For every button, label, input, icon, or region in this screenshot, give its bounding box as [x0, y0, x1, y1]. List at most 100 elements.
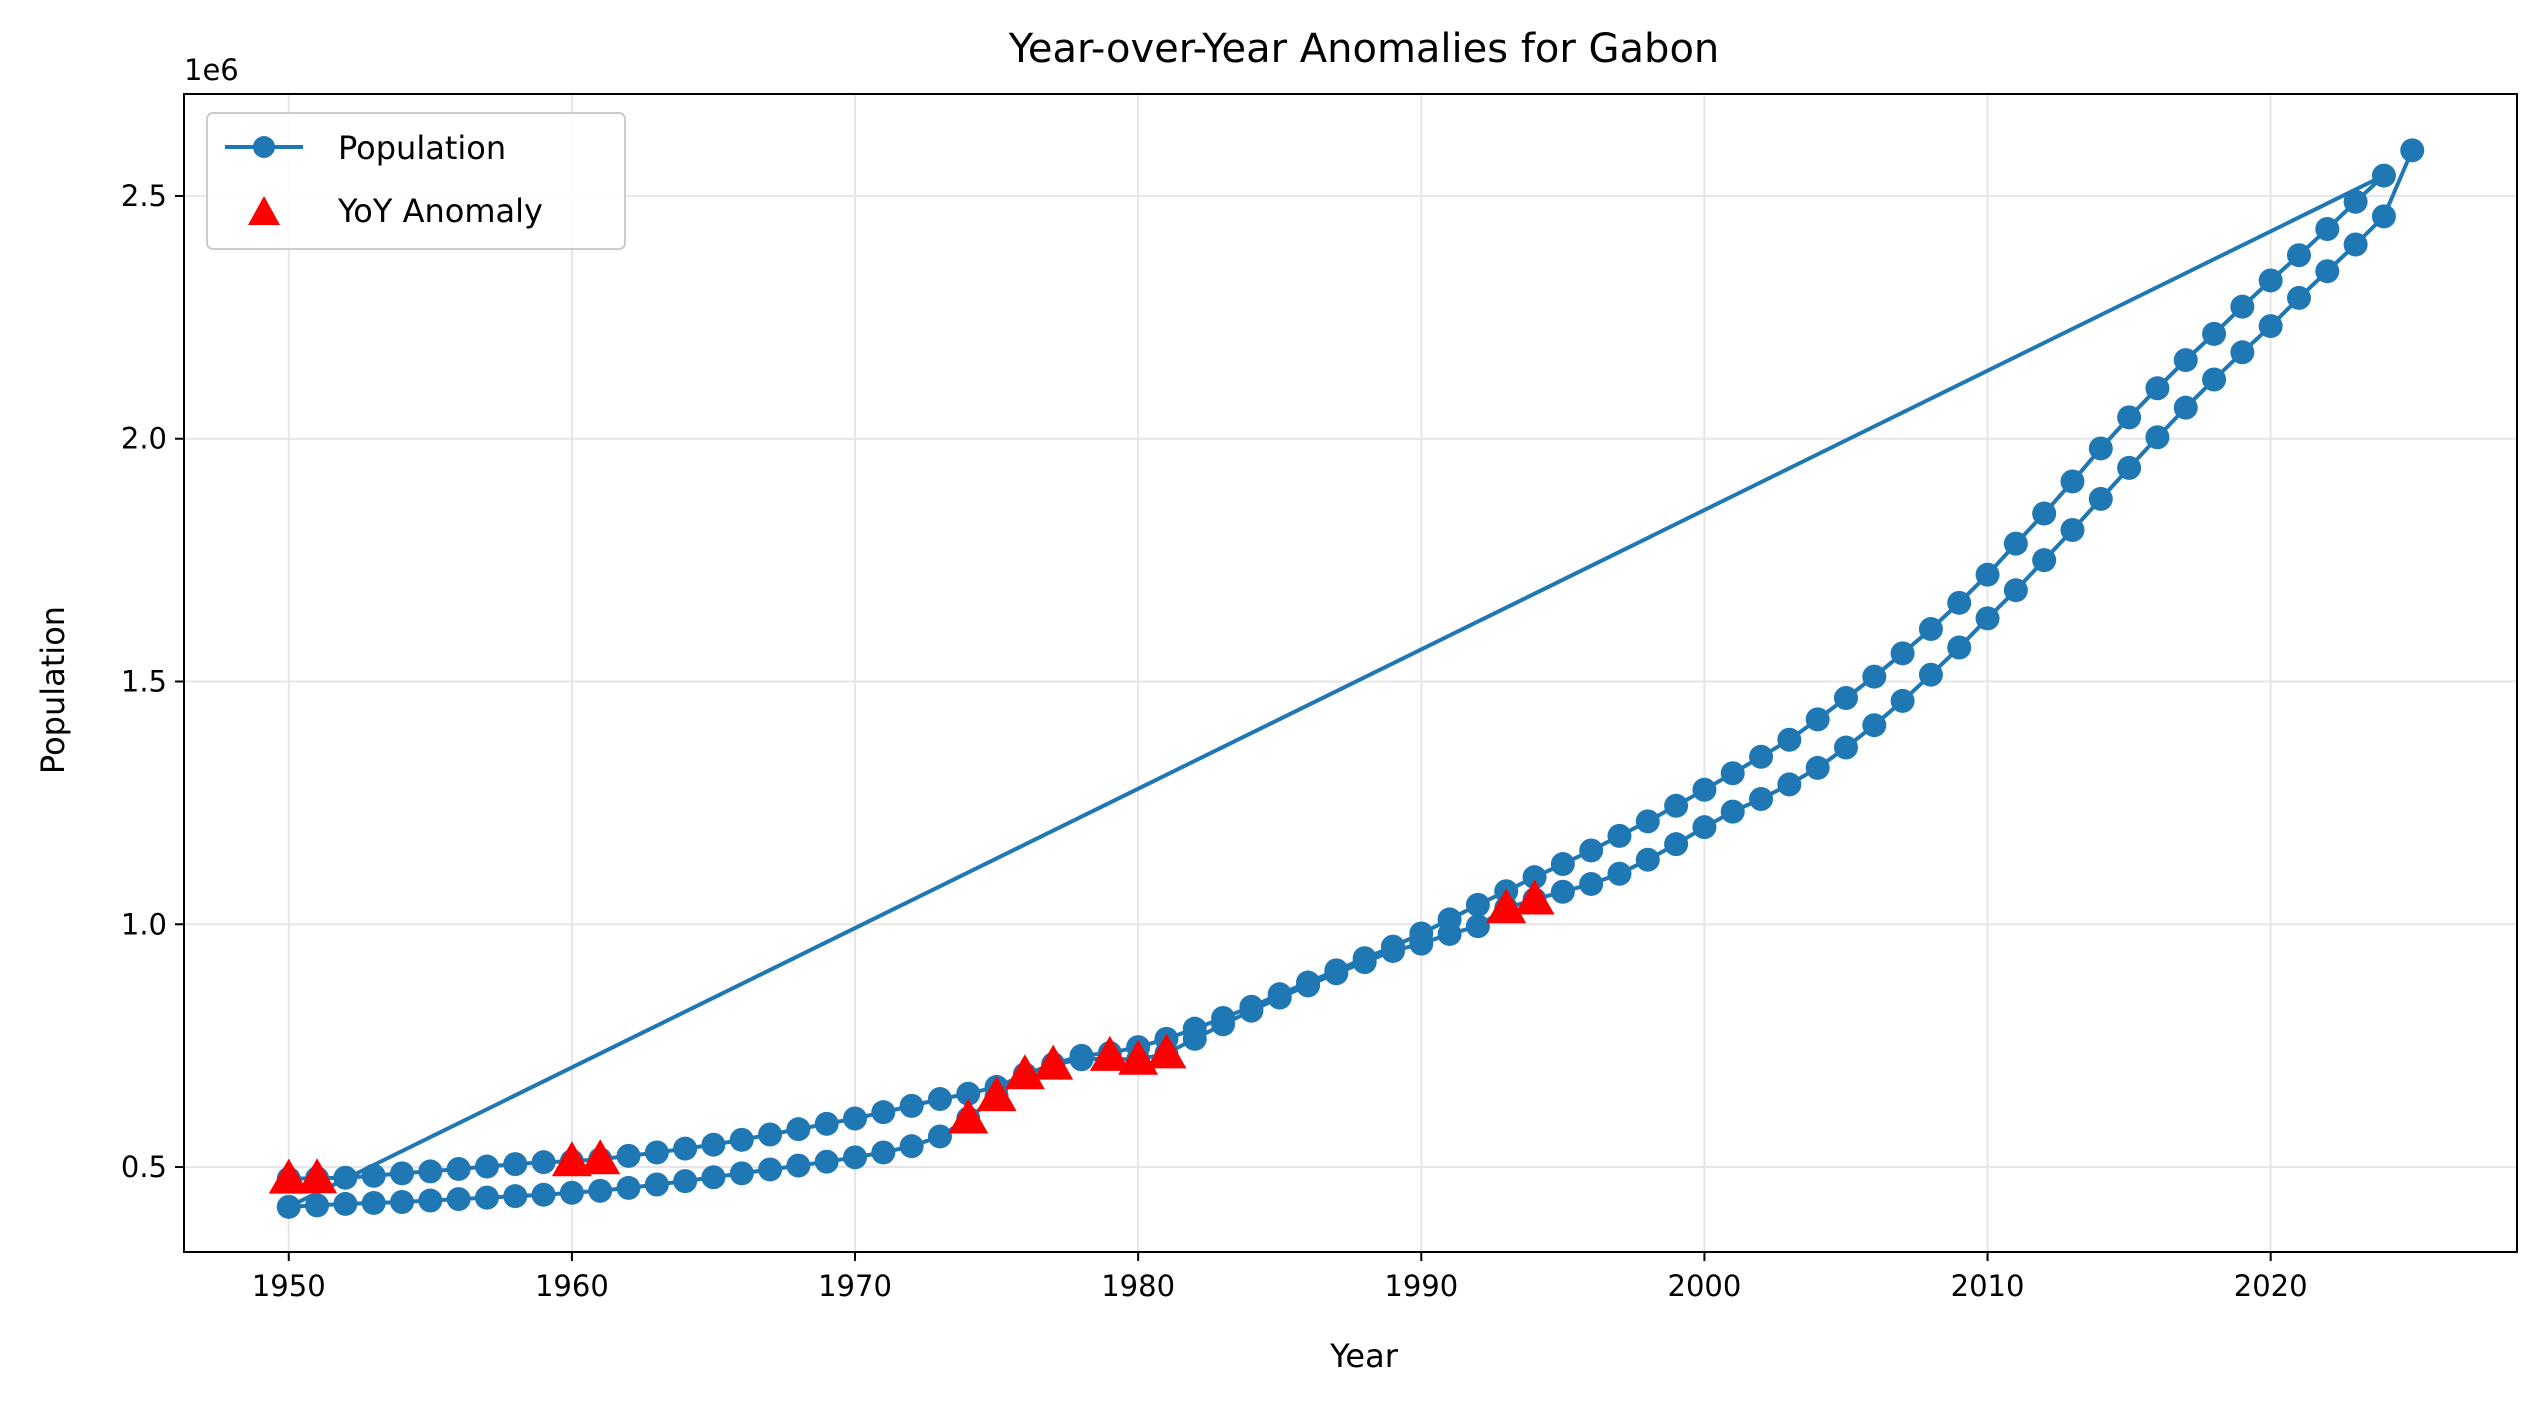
anomaly-marker — [1514, 879, 1555, 915]
population-point — [871, 1140, 896, 1165]
population-point — [2173, 348, 2198, 373]
population-point — [899, 1134, 924, 1159]
population-point — [305, 1193, 330, 1218]
population-point — [1805, 755, 1830, 780]
population-point — [2315, 259, 2340, 284]
population-point — [390, 1189, 415, 1214]
population-point — [1777, 727, 1802, 752]
population-point — [2202, 321, 2227, 346]
population-point — [871, 1100, 896, 1125]
population-point — [276, 1194, 301, 1219]
population-point — [1720, 799, 1745, 824]
population-point — [1890, 641, 1915, 666]
anomaly-marker — [1033, 1044, 1074, 1080]
x-tick-label: 2010 — [1951, 1269, 2025, 1303]
population-point — [418, 1188, 443, 1213]
anomaly-marker — [268, 1158, 309, 1194]
population-point — [1805, 707, 1830, 732]
population-point — [1069, 1047, 1094, 1072]
anomaly-marker — [1146, 1033, 1187, 1069]
population-point — [2343, 189, 2368, 214]
x-tick-label: 2020 — [2234, 1269, 2308, 1303]
population-point — [503, 1152, 528, 1177]
population-point — [1975, 562, 2000, 587]
population-point — [1664, 832, 1689, 857]
population-point — [1267, 985, 1292, 1010]
chart-title: Year-over-Year Anomalies for Gabon — [1008, 26, 1720, 72]
y-tick-label: 1.5 — [121, 664, 167, 698]
x-tick-label: 1980 — [1101, 1269, 1175, 1303]
population-point — [559, 1180, 584, 1205]
population-point — [843, 1106, 868, 1131]
population-point — [2202, 367, 2227, 392]
population-point — [673, 1136, 698, 1161]
y-tick-label: 0.5 — [121, 1150, 167, 1184]
population-point — [1692, 815, 1717, 840]
population-point — [843, 1145, 868, 1170]
population-point — [1862, 664, 1887, 689]
population-point — [2286, 285, 2311, 310]
population-point — [1833, 686, 1858, 711]
population-point — [2117, 455, 2142, 480]
population-point — [1211, 1012, 1236, 1037]
population-point — [2003, 578, 2028, 603]
population-point — [1947, 635, 1972, 660]
population-point — [1409, 931, 1434, 956]
series-layer — [268, 138, 2425, 1219]
x-tick-label: 2000 — [1668, 1269, 1742, 1303]
population-point — [1918, 662, 1943, 687]
anomaly-marker — [948, 1098, 989, 1134]
population-point — [2258, 314, 2283, 339]
population-point — [2003, 531, 2028, 556]
legend: Population YoY Anomaly — [206, 112, 626, 250]
anomaly-marker — [1089, 1035, 1130, 1071]
population-point — [2088, 486, 2113, 511]
population-point — [2230, 294, 2255, 319]
population-point — [701, 1165, 726, 1190]
population-point — [2343, 232, 2368, 257]
population-point — [2060, 518, 2085, 543]
population-point — [2117, 405, 2142, 430]
population-point — [1975, 606, 2000, 631]
legend-frame — [206, 112, 626, 250]
plot-frame — [183, 93, 2518, 1253]
population-point — [1664, 793, 1689, 818]
population-point — [758, 1122, 783, 1147]
population-point — [2145, 376, 2170, 401]
population-point — [1890, 688, 1915, 713]
anomaly-marker — [551, 1141, 592, 1177]
population-point — [1550, 879, 1575, 904]
population-point — [1777, 772, 1802, 797]
population-point — [644, 1172, 669, 1197]
population-point — [2088, 436, 2113, 461]
population-point — [1862, 713, 1887, 738]
population-point — [2258, 268, 2283, 293]
population-point — [701, 1132, 726, 1157]
population-point — [1692, 777, 1717, 802]
population-point — [673, 1169, 698, 1194]
population-point — [1579, 838, 1604, 863]
legend-label-anomaly: YoY Anomaly — [337, 192, 543, 230]
population-point — [333, 1165, 358, 1190]
y-tick-label: 2.5 — [121, 179, 167, 213]
population-point — [616, 1175, 641, 1200]
population-point — [1324, 961, 1349, 986]
population-point — [2060, 469, 2085, 494]
population-point — [474, 1154, 499, 1179]
anomaly-marker — [1004, 1054, 1045, 1090]
population-point — [1749, 744, 1774, 769]
population-point — [1465, 914, 1490, 939]
population-point — [1182, 1026, 1207, 1051]
population-point — [927, 1124, 952, 1149]
population-point — [729, 1161, 754, 1186]
y-tick-label: 2.0 — [121, 422, 167, 456]
population-point — [503, 1184, 528, 1209]
population-point — [927, 1087, 952, 1112]
population-point — [729, 1127, 754, 1152]
x-tick-label: 1950 — [252, 1269, 326, 1303]
population-point — [2032, 548, 2057, 573]
population-point — [786, 1117, 811, 1142]
population-point — [814, 1149, 839, 1174]
population-point — [956, 1081, 981, 1106]
